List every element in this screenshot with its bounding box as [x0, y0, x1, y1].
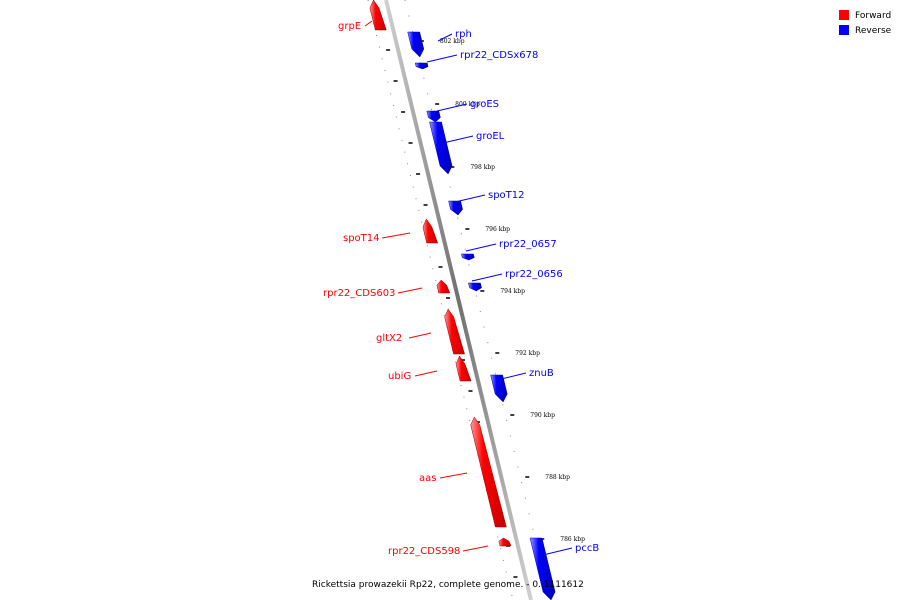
genome-backbone — [384, 0, 533, 600]
gene-rpr22_0656-leader — [471, 273, 503, 282]
scale-tick-label: 802 kbp — [440, 38, 465, 45]
gene-rpr22_0656-glyph[interactable] — [468, 282, 482, 292]
gene-rpr22_CDSx678-label[interactable]: rpr22_CDSx678 — [460, 50, 538, 61]
gene-rpr22_0656-label[interactable]: rpr22_0656 — [505, 269, 563, 280]
gene-znuB-label[interactable]: znuB — [529, 368, 554, 379]
reverse-track-guide — [404, 0, 551, 600]
gene-rpr22_CDS603-label[interactable]: rpr22_CDS603 — [323, 288, 395, 299]
gene-pccB-label[interactable]: pccB — [575, 543, 599, 554]
legend-reverse-swatch — [839, 25, 849, 35]
gene-rpr22_CDS603-glyph[interactable] — [436, 279, 451, 294]
gene-pccB-glyph[interactable] — [529, 537, 556, 600]
scale-ticks: 802 kbp 800 kbp 798 kbp 796 kbp 794 kbp 792 k… — [419, 38, 585, 543]
gene-rpr22_0657-leader — [465, 243, 497, 252]
gene-groEL-leader — [442, 135, 474, 144]
scale-tick-label: 790 kbp — [530, 412, 555, 419]
gene-spoT12-glyph[interactable] — [448, 200, 463, 216]
gene-spoT14-label[interactable]: spoT14 — [343, 233, 380, 244]
gene-rpr22_CDSx678-leader — [426, 54, 458, 63]
gene-groES-leader — [436, 103, 468, 112]
gene-rpr22_0657-label[interactable]: rpr22_0657 — [499, 239, 557, 250]
gene-znuB-glyph[interactable] — [490, 374, 508, 403]
legend-forward-swatch — [839, 10, 849, 20]
scale-tick-label: 794 kbp — [500, 288, 525, 295]
scale-tick-label: 786 kbp — [560, 536, 585, 543]
gene-grpE-glyph[interactable] — [369, 0, 387, 31]
gene-rpr22_CDS603-leader — [397, 287, 423, 294]
gene-rph-glyph[interactable] — [407, 31, 425, 58]
gene-grpE-label[interactable]: grpE — [338, 21, 361, 32]
gene-spoT12-label[interactable]: spoT12 — [488, 190, 525, 201]
gene-groES-label[interactable]: groES — [470, 99, 499, 110]
gene-spoT12-leader — [454, 194, 486, 203]
gene-gltX2-label[interactable]: gltX2 — [376, 333, 402, 344]
gene-gltX2-leader — [408, 332, 432, 339]
scale-tick-label: 800 kbp — [455, 101, 480, 108]
gene-groEL-label[interactable]: groEL — [476, 131, 505, 142]
legend-forward-label: Forward — [855, 11, 891, 21]
gene-grpE-leader — [364, 20, 373, 27]
gene-spoT14-leader — [381, 232, 411, 239]
gene-ubiG-label[interactable]: ubiG — [388, 371, 411, 382]
gene-rpr22_0657-glyph[interactable] — [461, 253, 475, 261]
gene-pccB-leader — [542, 547, 573, 556]
gene-znuB-leader — [496, 372, 527, 381]
legend-reverse-label: Reverse — [855, 26, 892, 36]
legend: Forward Reverse — [839, 10, 892, 36]
gene-gltX2-glyph[interactable] — [444, 308, 465, 355]
scale-tick-label: 798 kbp — [470, 164, 495, 171]
map-caption: Rickettsia prowazekii Rp22, complete gen… — [312, 580, 584, 590]
gene-rpr22_CDS598-leader — [462, 545, 489, 552]
gene-aas-label[interactable]: aas — [419, 473, 436, 484]
gene-rpr22_CDS598-glyph[interactable] — [498, 537, 512, 547]
gene-ubiG-leader — [414, 370, 438, 377]
gene-rph-label[interactable]: rph — [455, 29, 472, 40]
gene-spoT14-glyph[interactable] — [422, 218, 439, 244]
scale-tick-label: 796 kbp — [485, 226, 510, 233]
gene-rpr22_CDSx678-glyph[interactable] — [414, 62, 429, 70]
gene-aas-leader — [439, 472, 468, 479]
scale-tick-label: 792 kbp — [515, 350, 540, 357]
gene-groEL-glyph[interactable] — [429, 121, 453, 175]
gene-rpr22_CDS598-label[interactable]: rpr22_CDS598 — [388, 546, 460, 557]
gene-rph-leader — [437, 33, 453, 42]
gene-aas-glyph[interactable] — [470, 416, 507, 528]
gene-groES-glyph[interactable] — [426, 110, 441, 123]
scale-tick-label: 788 kbp — [545, 474, 570, 481]
gene-features: grpE rph rpr22_CDSx678 groES groEL spoT12 spoT… — [323, 0, 599, 600]
gene-ubiG-glyph[interactable] — [455, 355, 472, 382]
